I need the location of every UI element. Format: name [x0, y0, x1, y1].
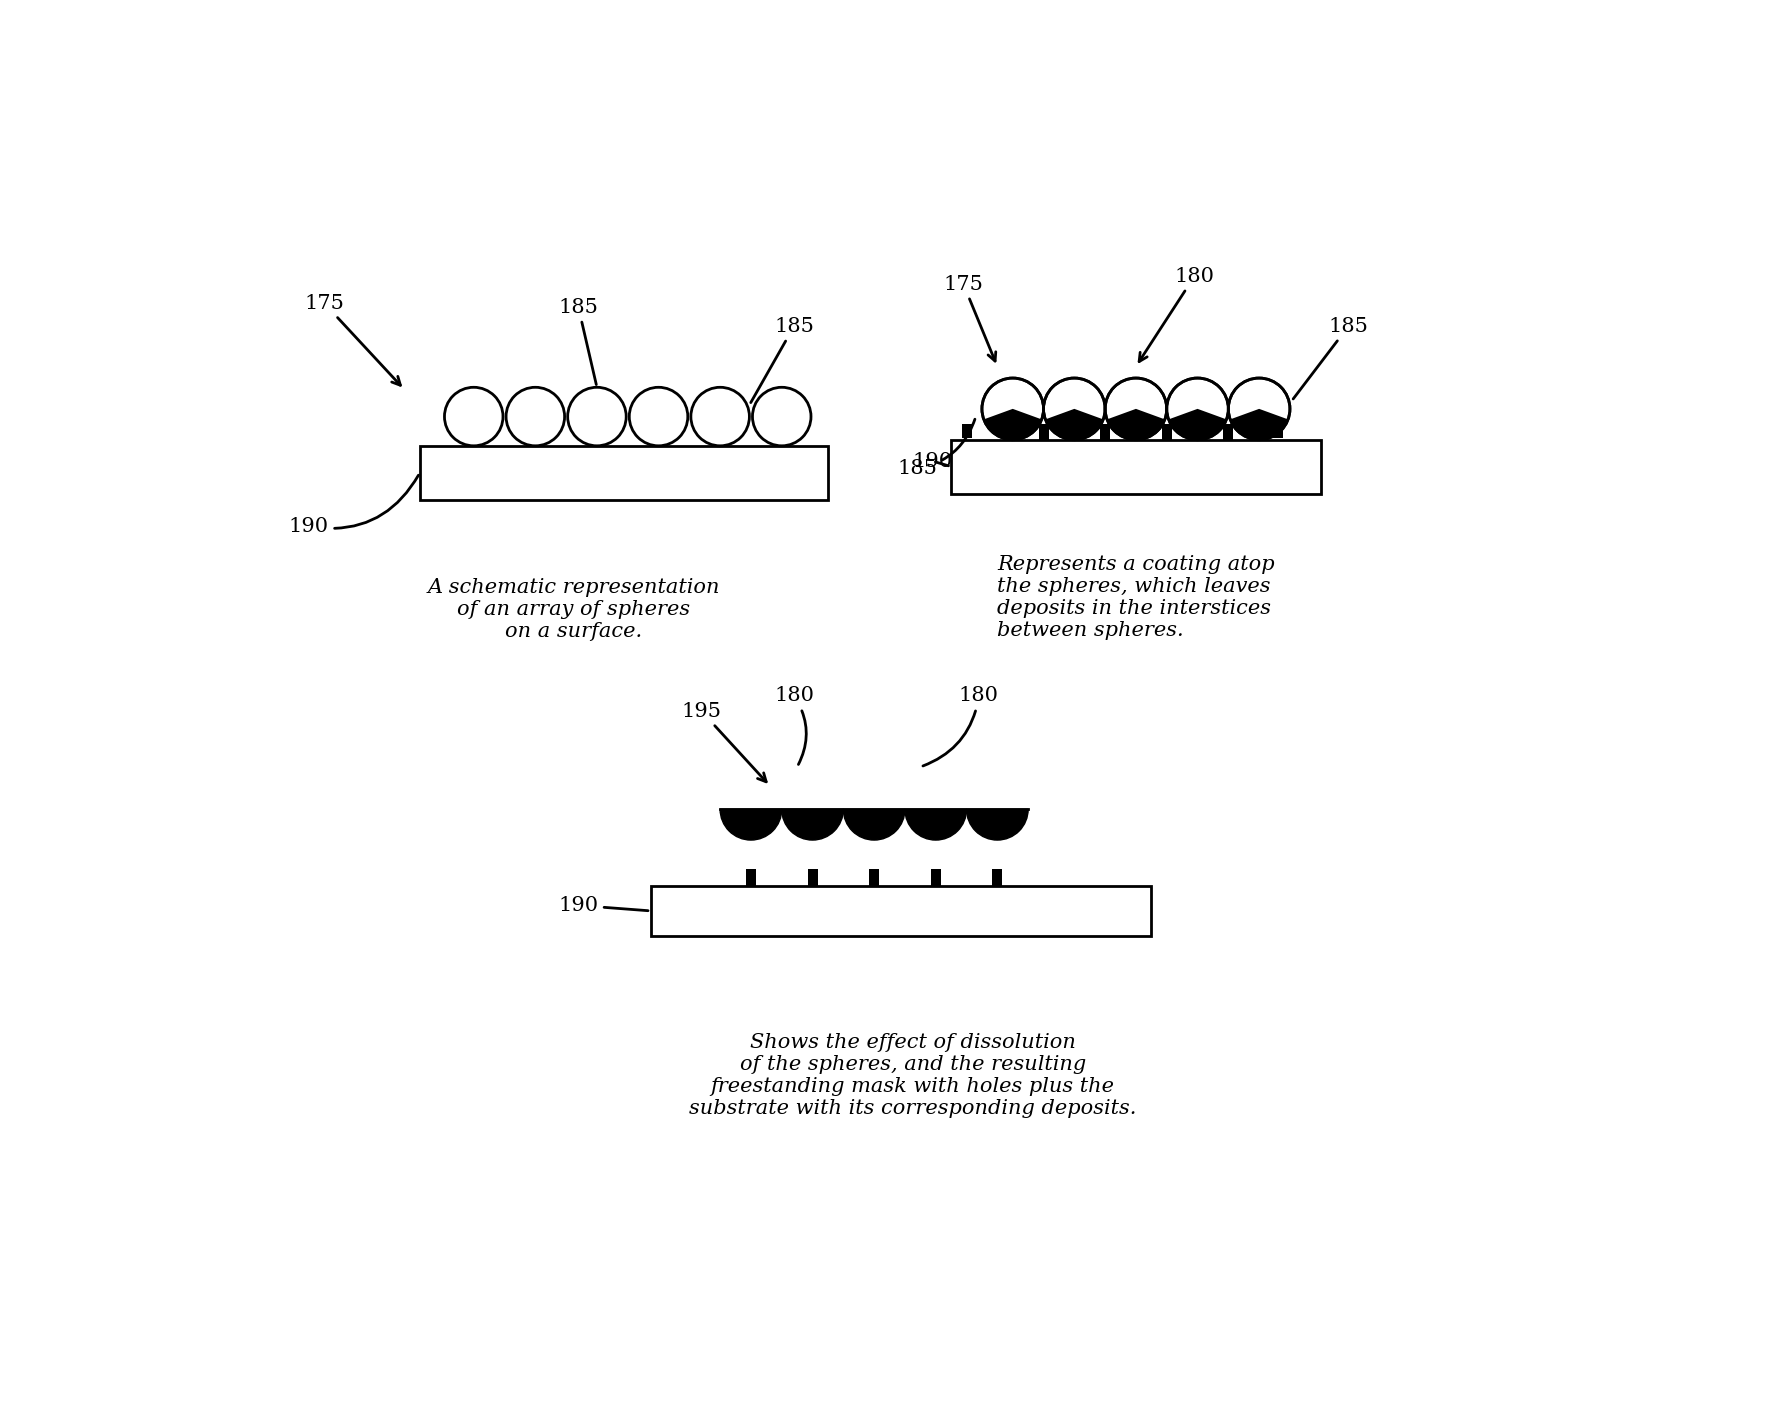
Text: 180: 180	[1139, 267, 1214, 362]
Circle shape	[567, 387, 625, 445]
Text: 175: 175	[943, 275, 994, 362]
Circle shape	[690, 387, 748, 445]
Wedge shape	[905, 810, 966, 839]
Bar	[868, 869, 879, 886]
Text: 175: 175	[305, 294, 401, 386]
Circle shape	[1042, 379, 1105, 440]
Bar	[960, 424, 971, 438]
Text: 185: 185	[1292, 316, 1367, 398]
Bar	[1037, 424, 1048, 441]
Wedge shape	[720, 810, 781, 839]
Text: 185: 185	[750, 316, 813, 403]
Wedge shape	[966, 810, 1028, 839]
Circle shape	[1165, 379, 1228, 440]
Text: 180: 180	[923, 686, 998, 766]
Text: 195: 195	[681, 702, 766, 781]
Bar	[1272, 424, 1283, 438]
Circle shape	[1228, 379, 1288, 440]
Text: A schematic representation
of an array of spheres
on a surface.: A schematic representation of an array o…	[428, 579, 720, 641]
Wedge shape	[984, 408, 1041, 440]
Text: 185: 185	[896, 420, 975, 478]
Bar	[1162, 424, 1171, 441]
Circle shape	[444, 387, 503, 445]
Bar	[930, 869, 941, 886]
Wedge shape	[1167, 408, 1226, 440]
Circle shape	[982, 379, 1042, 440]
Text: 190: 190	[912, 451, 952, 471]
Circle shape	[752, 387, 811, 445]
Wedge shape	[843, 810, 905, 839]
Text: 190: 190	[558, 896, 647, 915]
Circle shape	[629, 387, 688, 445]
Wedge shape	[1044, 408, 1103, 440]
Bar	[950, 440, 1320, 493]
Text: 180: 180	[773, 686, 814, 764]
Wedge shape	[1107, 408, 1164, 440]
Bar	[650, 886, 1151, 936]
Text: Represents a coating atop
the spheres, which leaves
deposits in the interstices
: Represents a coating atop the spheres, w…	[996, 556, 1274, 640]
Wedge shape	[1230, 408, 1287, 440]
Circle shape	[1105, 379, 1165, 440]
Bar	[419, 445, 827, 499]
Text: 185: 185	[558, 298, 599, 384]
Text: 190: 190	[289, 475, 419, 536]
Bar	[745, 869, 756, 886]
Bar	[1222, 424, 1233, 441]
Text: Shows the effect of dissolution
of the spheres, and the resulting
freestanding m: Shows the effect of dissolution of the s…	[688, 1032, 1135, 1117]
Bar	[1099, 424, 1110, 441]
Bar	[993, 869, 1001, 886]
Circle shape	[506, 387, 565, 445]
Bar	[807, 869, 818, 886]
Wedge shape	[781, 810, 843, 839]
